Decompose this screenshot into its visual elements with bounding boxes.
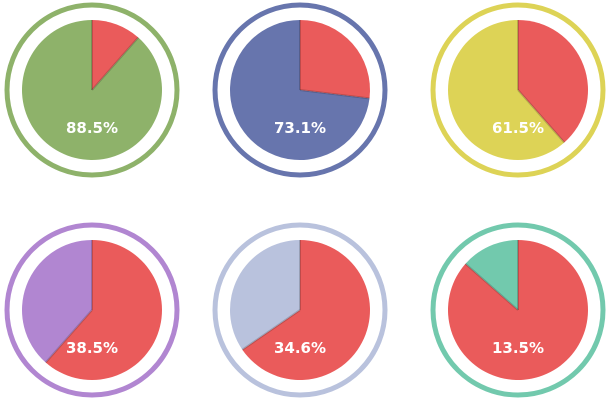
value-slice-3 xyxy=(448,20,565,160)
outer-ring-3 xyxy=(430,2,606,178)
pie-chart-6: 13.5% xyxy=(430,222,606,398)
slice-divider-2 xyxy=(299,89,370,100)
pie-chart-3: 61.5% xyxy=(430,2,606,178)
value-slice-2 xyxy=(229,19,370,161)
remainder-slice-5 xyxy=(242,240,370,380)
remainder-slice-3 xyxy=(518,20,589,143)
percentage-label-2: 73.1% xyxy=(274,119,326,137)
percentage-label-5: 34.6% xyxy=(274,339,326,357)
slice-divider-5 xyxy=(241,309,301,351)
remainder-slice-2 xyxy=(300,20,370,99)
pie-chart-4: 38.5% xyxy=(4,222,180,398)
outer-ring-2 xyxy=(212,2,388,178)
percentage-label-6: 13.5% xyxy=(492,339,544,357)
percentage-label-3: 61.5% xyxy=(492,119,544,137)
outer-ring-6 xyxy=(430,222,606,398)
remainder-slice-4 xyxy=(45,240,162,381)
outer-ring-1 xyxy=(4,2,180,178)
percentage-label-4: 38.5% xyxy=(66,339,118,357)
outer-ring-4 xyxy=(4,222,180,398)
slice-divider-1 xyxy=(91,36,140,91)
pie-chart-5: 34.6% xyxy=(212,222,388,398)
remainder-slice-6 xyxy=(447,240,588,381)
outer-ring-5 xyxy=(212,222,388,398)
slice-divider-6 xyxy=(464,262,519,311)
pie-chart-1: 88.5% xyxy=(4,2,180,178)
percentage-label-1: 88.5% xyxy=(66,119,118,137)
value-slice-5 xyxy=(229,239,300,350)
slice-divider-4 xyxy=(44,309,93,364)
value-slice-6 xyxy=(465,240,518,310)
value-slice-1 xyxy=(22,20,163,160)
slice-divider-3 xyxy=(517,89,566,144)
value-slice-4 xyxy=(21,239,93,363)
remainder-slice-1 xyxy=(92,20,139,90)
pie-chart-2: 73.1% xyxy=(212,2,388,178)
